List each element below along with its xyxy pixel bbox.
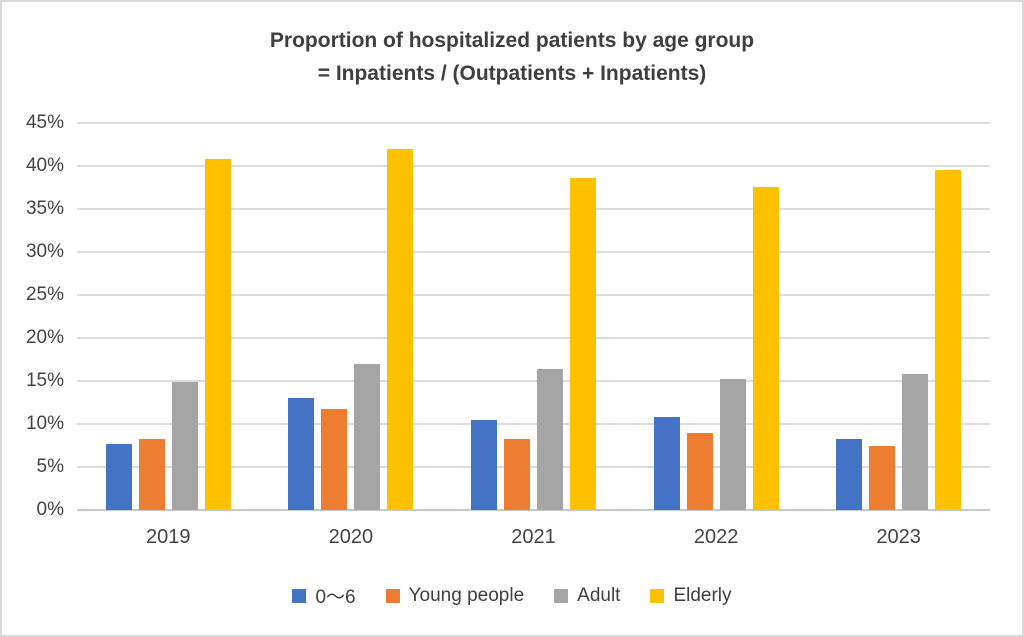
y-axis-tick-label: 15% <box>25 370 64 392</box>
bar-groups <box>77 123 990 510</box>
bar-elderly-2021 <box>569 178 596 510</box>
gridline <box>77 208 990 210</box>
bar-young-people-2022 <box>686 433 713 510</box>
legend-item-adult: Adult <box>554 585 620 607</box>
gridline <box>77 122 990 124</box>
bar-0-6-2021 <box>470 419 497 510</box>
bar-group-2021 <box>442 123 625 510</box>
legend-label: 0〜6 <box>315 587 356 608</box>
legend-label: Elderly <box>673 584 732 606</box>
legend-item-0-6: 0〜6 <box>292 582 356 609</box>
bar-adult-2022 <box>719 379 746 510</box>
bar-young-people-2019 <box>138 438 165 510</box>
legend-swatch-elderly <box>650 588 665 603</box>
y-axis-tick-label: 40% <box>25 155 64 177</box>
bar-elderly-2019 <box>204 159 231 510</box>
bar-young-people-2021 <box>503 438 530 510</box>
bar-adult-2020 <box>354 363 381 510</box>
bar-0-6-2019 <box>105 443 132 510</box>
gridline <box>77 466 990 469</box>
gridline <box>77 380 990 383</box>
x-axis-category-label: 2020 <box>328 526 374 548</box>
gridline <box>77 165 990 168</box>
bar-group-2020 <box>260 123 443 510</box>
bar-0-6-2022 <box>653 417 680 510</box>
legend-label: Young people <box>408 584 525 606</box>
bar-elderly-2020 <box>387 148 414 510</box>
y-axis-tick-label: 5% <box>36 456 64 478</box>
x-axis-labels: 2019 2020 2021 2022 2023 <box>77 526 990 549</box>
gridline <box>77 423 990 426</box>
bar-young-people-2020 <box>321 409 348 510</box>
bar-0-6-2020 <box>288 398 315 510</box>
x-axis-category-label: 2019 <box>146 526 191 548</box>
chart-title: Proportion of hospitalized patients by a… <box>2 24 1022 90</box>
y-axis-tick-label: 25% <box>25 284 64 305</box>
bar-adult-2021 <box>536 368 563 510</box>
bar-group-2022 <box>625 123 808 510</box>
y-axis-tick-label: 45% <box>25 112 64 133</box>
chart-title-line1: Proportion of hospitalized patients by a… <box>269 29 755 52</box>
x-axis-line <box>77 509 990 511</box>
chart-title-line2: = Inpatients / (Outpatients + Inpatients… <box>317 62 707 85</box>
y-axis-tick-label: 30% <box>25 241 64 263</box>
y-axis-tick-label: 20% <box>25 327 64 349</box>
gridline <box>77 294 990 296</box>
y-axis-tick-label: 0% <box>36 499 64 520</box>
legend-label: Adult <box>577 584 621 606</box>
legend-item-elderly: Elderly <box>650 584 732 607</box>
x-axis-category-label: 2021 <box>511 526 556 548</box>
legend-swatch-adult <box>554 588 569 603</box>
bar-elderly-2023 <box>935 170 962 510</box>
bar-adult-2019 <box>171 381 198 510</box>
y-axis-tick-label: 35% <box>25 198 64 219</box>
gridline <box>77 251 990 254</box>
bar-adult-2023 <box>902 374 929 510</box>
x-axis-category-label: 2022 <box>693 526 739 548</box>
legend: 0〜6 Young people Adult Elderly <box>2 582 1022 609</box>
legend-item-young-people: Young people <box>385 584 525 607</box>
gridline <box>77 337 990 340</box>
bar-group-2023 <box>807 123 990 510</box>
legend-swatch-young-people <box>385 588 400 603</box>
bar-group-2019 <box>77 123 260 510</box>
bar-young-people-2023 <box>869 446 896 510</box>
bar-0-6-2023 <box>836 438 863 510</box>
plot-area: 0% 5% 10% 15% 20% 25% 30% 35% 40% 45% <box>26 112 990 520</box>
bar-elderly-2022 <box>752 186 779 510</box>
y-axis-tick-label: 10% <box>25 413 64 435</box>
legend-swatch-0-6 <box>292 588 307 603</box>
x-axis-category-label: 2023 <box>876 526 921 548</box>
